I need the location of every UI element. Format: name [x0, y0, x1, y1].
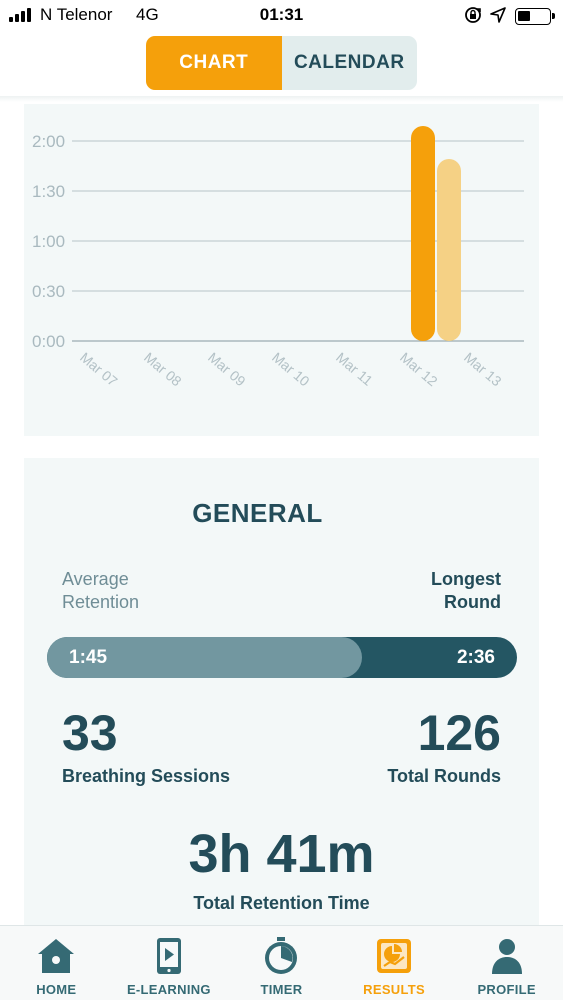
- bar-longest: [411, 126, 435, 341]
- results-chart-icon: [377, 939, 412, 973]
- y-tick-label: 0:30: [32, 282, 65, 301]
- sessions-label: Breathing Sessions: [62, 766, 231, 786]
- x-tick-label: Mar 12: [397, 349, 441, 389]
- person-icon: [491, 939, 522, 974]
- general-card: [24, 458, 539, 928]
- nav-item-results[interactable]: RESULTS: [338, 926, 451, 1000]
- average-retention-label-line1: Average: [62, 569, 129, 589]
- view-toggle: CHART CALENDAR: [146, 36, 417, 90]
- header-divider: [0, 96, 563, 102]
- y-tick-label: 1:00: [32, 232, 65, 251]
- battery-icon: [515, 8, 555, 25]
- average-retention-label-line2: Retention: [62, 592, 140, 612]
- signal-strength-icon: [9, 8, 37, 22]
- general-title: GENERAL: [192, 498, 323, 528]
- rounds-count: 126: [417, 705, 501, 761]
- chart-card: 0:00 0:30 1:00 1:30 2:00 Mar 07 Mar 08 Mar 09 Ma…: [24, 104, 539, 436]
- rotation-lock-icon: [465, 7, 481, 23]
- x-tick-label: Mar 07: [77, 349, 121, 389]
- x-tick-label: Mar 08: [141, 349, 185, 389]
- nav-label-profile: PROFILE: [477, 982, 536, 997]
- carrier-name: N Telenor: [40, 5, 113, 24]
- status-time: 01:31: [259, 5, 304, 24]
- longest-round-label-line2: Round: [444, 592, 501, 612]
- bottom-nav: HOME E-LEARNING TIMER RESULTS: [0, 925, 563, 1000]
- nav-label-timer: TIMER: [260, 982, 303, 997]
- nav-item-home[interactable]: HOME: [0, 926, 113, 1000]
- y-tick-label: 0:00: [32, 332, 65, 351]
- retention-progress-bar: 1:45 2:36: [47, 637, 517, 678]
- total-retention-label: Total Retention Time: [193, 893, 370, 913]
- nav-label-home: HOME: [36, 982, 77, 997]
- x-tick-label: Mar 11: [333, 349, 376, 389]
- nav-item-timer[interactable]: TIMER: [225, 926, 338, 1000]
- longest-round-value: 2:36: [456, 647, 495, 668]
- nav-label-results: RESULTS: [363, 982, 425, 997]
- y-tick-label: 2:00: [32, 132, 65, 151]
- retention-chart: 0:00 0:30 1:00 1:30 2:00 Mar 07 Mar 08 Mar 09 Ma…: [32, 126, 524, 389]
- longest-round-label-line1: Longest: [431, 569, 501, 589]
- x-tick-label: Mar 13: [461, 349, 505, 389]
- rounds-label: Total Rounds: [387, 766, 501, 786]
- longest-round-label: Longest Round: [431, 568, 501, 614]
- location-arrow-icon: [490, 7, 506, 23]
- tab-calendar[interactable]: CALENDAR: [281, 36, 417, 90]
- tab-chart[interactable]: CHART: [146, 36, 282, 90]
- x-tick-label: Mar 10: [269, 349, 313, 389]
- y-tick-label: 1:30: [32, 182, 65, 201]
- sessions-count: 33: [62, 705, 118, 761]
- bar-average: [437, 159, 461, 341]
- nav-label-e-learning: E-LEARNING: [126, 982, 211, 997]
- nav-item-profile[interactable]: PROFILE: [450, 926, 563, 1000]
- stopwatch-icon: [265, 937, 298, 974]
- x-tick-label: Mar 09: [205, 349, 249, 389]
- status-bar: N Telenor 4G 01:31: [0, 0, 563, 32]
- total-retention-value: 3h 41m: [188, 824, 375, 884]
- tablet-play-icon: [156, 938, 181, 974]
- average-retention-label: Average Retention: [62, 568, 139, 614]
- average-retention-fill: [47, 637, 362, 678]
- nav-item-e-learning[interactable]: E-LEARNING: [113, 926, 226, 1000]
- network-type: 4G: [136, 5, 159, 24]
- average-retention-value: 1:45: [69, 647, 108, 668]
- home-icon: [38, 939, 75, 973]
